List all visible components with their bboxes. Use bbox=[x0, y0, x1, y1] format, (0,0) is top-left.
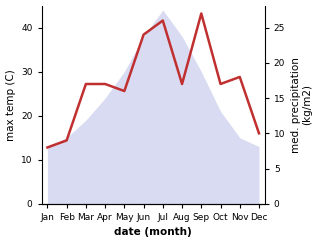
Y-axis label: med. precipitation
(kg/m2): med. precipitation (kg/m2) bbox=[291, 57, 313, 153]
Y-axis label: max temp (C): max temp (C) bbox=[5, 69, 16, 141]
X-axis label: date (month): date (month) bbox=[114, 227, 192, 237]
